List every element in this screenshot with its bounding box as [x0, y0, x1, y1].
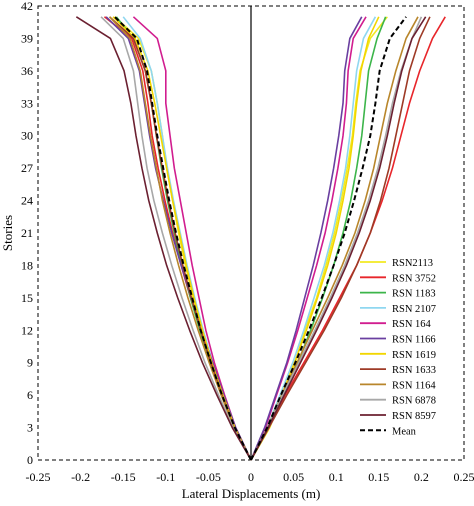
y-axis-label: Stories: [0, 215, 15, 251]
y-tick-label: 21: [21, 226, 33, 240]
legend-label: RSN2113: [392, 258, 433, 269]
y-tick-label: 3: [27, 421, 33, 435]
legend-label: RSN 1183: [392, 289, 436, 300]
legend-label: RSN 6878: [392, 396, 436, 407]
x-tick-labels: -0.25 -0.2 -0.15 -0.1 -0.05 0 0.05 0.1 0.15 0.2 0.…: [26, 470, 474, 484]
y-tick-label: 9: [27, 356, 33, 370]
series-line-right: [250, 16, 387, 461]
x-tick-label: -0.05: [196, 470, 221, 484]
series-line-right: [250, 16, 377, 461]
series-line-right: [250, 16, 407, 461]
x-tick-label: 0.25: [454, 470, 474, 484]
x-tick-label: -0.15: [111, 470, 136, 484]
x-tick-label: 0: [248, 470, 254, 484]
series-line-right: [250, 16, 431, 461]
series-lines: [75, 16, 446, 461]
legend-label: RSN 2107: [392, 304, 436, 315]
legend-label: RSN 3752: [392, 273, 436, 284]
series-line-left: [115, 16, 252, 461]
series-line-right: [250, 16, 423, 461]
y-tick-label: 36: [21, 64, 33, 78]
x-tick-label: -0.1: [156, 470, 175, 484]
series-line-right: [250, 16, 363, 461]
legend: RSN2113 RSN 3752 RSN 1183 RSN 2107 RSN 164 RS…: [360, 258, 436, 437]
y-tick-label: 24: [21, 194, 33, 208]
series-line-right: [250, 16, 380, 461]
y-tick-label: 33: [21, 96, 33, 110]
legend-label: Mean: [392, 426, 417, 437]
series-line-left: [105, 16, 252, 461]
series-line-left: [100, 16, 252, 461]
legend-label: RSN 164: [392, 319, 432, 330]
x-tick-label: 0.05: [283, 470, 304, 484]
x-axis-label: Lateral Displacements (m): [182, 486, 321, 501]
x-tick-label: 0.1: [329, 470, 344, 484]
x-tick-label: 0.15: [368, 470, 389, 484]
series-line-left: [113, 16, 252, 461]
y-tick-label: 0: [27, 453, 33, 467]
legend-label: RSN 1164: [392, 380, 436, 391]
series-line-right: [250, 16, 427, 461]
y-tick-label: 42: [21, 0, 33, 13]
series-line-left: [132, 16, 252, 461]
y-tick-label: 39: [21, 31, 33, 45]
y-tick-label: 18: [21, 258, 33, 272]
series-line-left: [75, 16, 252, 461]
legend-label: RSN 1166: [392, 335, 436, 346]
legend-label: RSN 8597: [392, 411, 436, 422]
series-line-right: [250, 16, 367, 461]
series-line-left: [108, 16, 252, 461]
y-tick-label: 6: [27, 388, 33, 402]
series-line-right: [250, 16, 419, 461]
x-tick-label: -0.2: [71, 470, 90, 484]
legend-label: RSN 1619: [392, 350, 436, 361]
y-tick-label: 15: [21, 291, 33, 305]
y-tick-label: 27: [21, 161, 33, 175]
y-tick-label: 12: [21, 323, 33, 337]
y-tick-label: 30: [21, 129, 33, 143]
x-tick-label: -0.25: [26, 470, 51, 484]
legend-label: RSN 1633: [392, 365, 436, 376]
x-tick-label: 0.2: [414, 470, 429, 484]
